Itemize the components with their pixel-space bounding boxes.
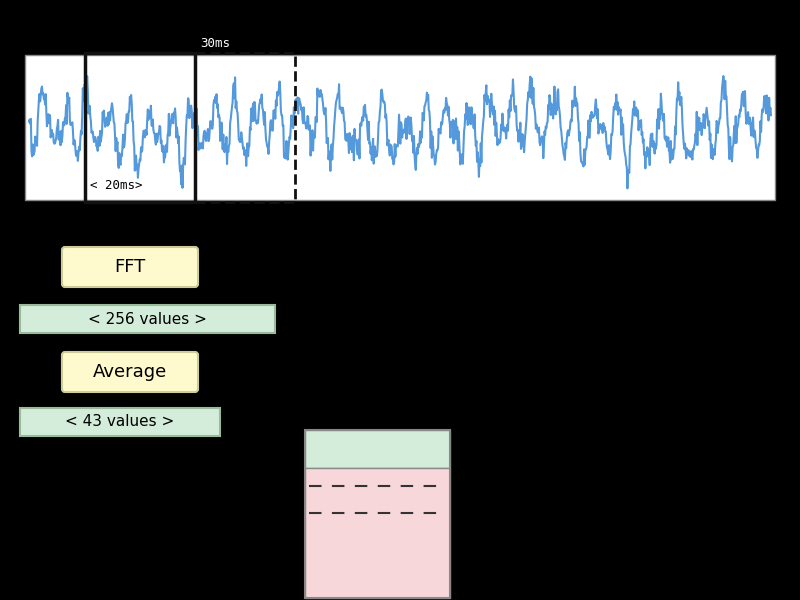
Text: < 43 values >: < 43 values > (66, 415, 174, 430)
Bar (85, 53, 195, 202)
Bar (305, 430, 450, 598)
Bar (20, 408, 220, 436)
Text: FFT: FFT (114, 258, 146, 276)
Text: 30ms: 30ms (200, 37, 230, 50)
Bar (20, 305, 275, 333)
Text: < 20ms>: < 20ms> (90, 179, 142, 192)
Bar (305, 468, 450, 598)
FancyBboxPatch shape (62, 352, 198, 392)
Text: < 256 values >: < 256 values > (88, 311, 207, 326)
Text: Average: Average (93, 363, 167, 381)
Bar (195, 53, 295, 202)
Bar (25, 55, 775, 200)
FancyBboxPatch shape (62, 247, 198, 287)
Bar (305, 430, 450, 468)
